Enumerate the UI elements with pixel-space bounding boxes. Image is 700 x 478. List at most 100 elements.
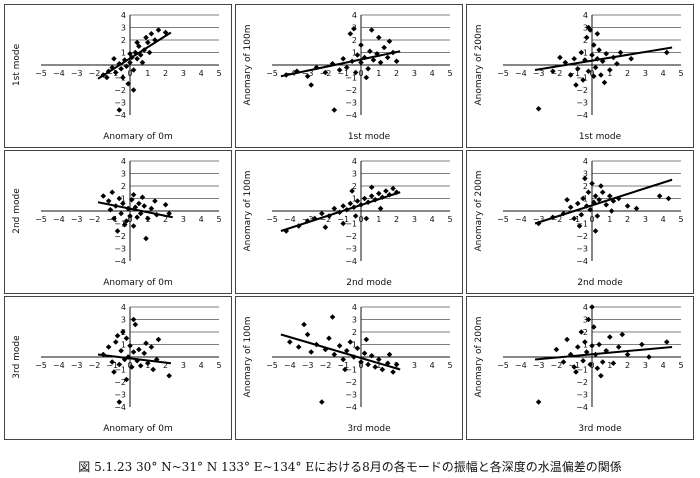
y-tick-label: −2 (114, 378, 126, 387)
y-axis-label: 1st mode (12, 43, 22, 86)
trend-line (534, 346, 673, 361)
y-tick-label: −1 (114, 220, 126, 229)
data-point (603, 50, 610, 57)
y-tick-label: −4 (345, 257, 357, 266)
data-point (295, 344, 302, 350)
data-point (571, 55, 577, 62)
y-axis-label: Anomary of 200m (474, 24, 484, 105)
data-point (121, 221, 128, 228)
x-tick-label: −4 (515, 69, 527, 78)
y-tick-label: −1 (576, 366, 588, 375)
data-point (377, 59, 384, 66)
data-point (564, 196, 570, 203)
y-tick-label: −2 (345, 232, 357, 241)
x-axis-label: 2nd mode (346, 278, 392, 288)
data-point (368, 184, 375, 191)
data-point (393, 189, 400, 196)
y-tick-label: −1 (114, 366, 126, 375)
x-tick-label: 1 (376, 69, 381, 78)
x-tick-label: 1 (376, 215, 381, 224)
x-tick-label: 5 (678, 69, 683, 78)
data-point (127, 59, 133, 66)
x-tick-label: 4 (430, 69, 435, 78)
data-point (590, 199, 597, 206)
data-point (589, 342, 595, 349)
x-tick-label: 4 (199, 215, 204, 224)
y-tick-label: −2 (345, 378, 357, 387)
data-point (590, 73, 597, 80)
data-point (368, 193, 375, 199)
data-point (100, 193, 107, 199)
data-point (393, 361, 400, 368)
data-point (120, 74, 126, 81)
data-point (663, 339, 670, 345)
data-point (383, 188, 389, 194)
trend-line (280, 191, 401, 232)
x-tick-label: 5 (216, 69, 221, 78)
y-tick-label: 4 (121, 157, 126, 166)
data-point (134, 55, 140, 62)
x-tick-label: 1 (607, 361, 612, 370)
x-tick-label: −2 (320, 215, 332, 224)
data-point (646, 354, 652, 360)
data-point (104, 74, 110, 81)
y-tick-label: 3 (352, 316, 357, 325)
data-point (585, 68, 592, 75)
data-point (120, 200, 126, 207)
data-point (148, 344, 155, 350)
data-point (301, 321, 307, 328)
data-point (139, 194, 146, 201)
x-tick-label: −2 (89, 361, 101, 370)
data-point (146, 49, 153, 56)
data-point (128, 196, 135, 203)
data-point (162, 201, 169, 208)
data-point (116, 60, 123, 67)
data-point (351, 25, 357, 32)
data-point (343, 347, 350, 354)
y-tick-label: 3 (352, 170, 357, 179)
x-tick-label: −1 (106, 361, 118, 370)
data-point (656, 193, 663, 199)
x-tick-label: 5 (447, 215, 452, 224)
y-axis-label: 2nd mode (12, 188, 22, 234)
x-axis-label: Anomary of 0m (103, 278, 173, 288)
y-tick-label: 2 (121, 36, 126, 45)
x-tick-label: −5 (497, 69, 509, 78)
x-tick-label: 0 (127, 361, 132, 370)
trend-line (534, 46, 673, 71)
x-tick-label: 4 (661, 361, 666, 370)
data-point (136, 346, 142, 353)
y-axis-label: 3rd mode (12, 335, 22, 379)
data-point (567, 204, 574, 211)
y-tick-label: 2 (121, 182, 126, 191)
x-tick-label: 5 (216, 361, 221, 370)
y-tick-label: 3 (583, 24, 588, 33)
data-point (358, 59, 364, 66)
data-point (166, 210, 172, 217)
data-point (358, 359, 364, 365)
data-point (592, 228, 599, 234)
x-tick-label: 5 (678, 361, 683, 370)
data-point (370, 57, 377, 63)
data-point (384, 54, 391, 61)
x-tick-label: −3 (533, 69, 545, 78)
x-tick-label: −3 (71, 69, 83, 78)
data-point (116, 107, 123, 113)
trend-line (280, 50, 401, 78)
data-point (112, 339, 119, 345)
trend-line (97, 353, 172, 365)
data-point (361, 195, 368, 202)
y-tick-label: −1 (345, 74, 357, 83)
data-point (587, 361, 594, 368)
data-point (610, 360, 617, 367)
x-tick-label: −4 (515, 361, 527, 370)
data-point (379, 366, 386, 373)
x-tick-label: 3 (412, 361, 417, 370)
data-point (111, 215, 117, 222)
data-point (376, 34, 382, 41)
data-point (304, 73, 311, 80)
x-tick-label: 5 (447, 69, 452, 78)
data-point (287, 339, 293, 345)
